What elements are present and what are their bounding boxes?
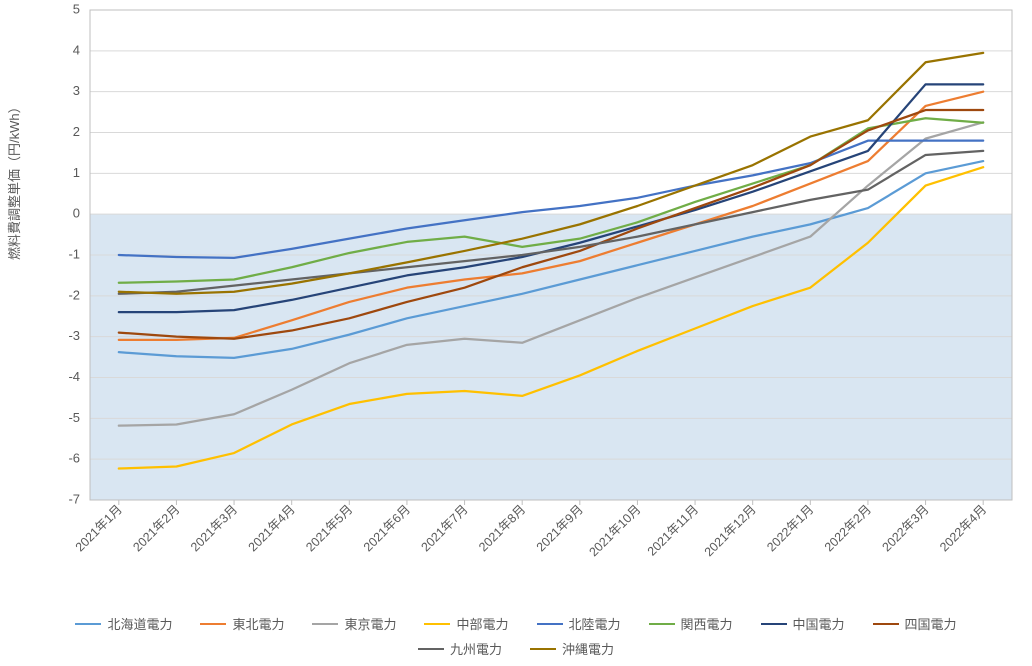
legend-swatch [873,623,899,625]
y-axis-title: 燃料費調整単価（円/kWh） [4,100,23,260]
fuel-adjustment-chart: 燃料費調整単価（円/kWh） -7 -6 -5 -4 -3 -2 -1 0 1 2 3 4 5 2021年… [0,0,1032,666]
svg-text:2021年10月: 2021年10月 [586,502,643,559]
svg-text:2022年3月: 2022年3月 [880,502,932,554]
legend-label: 中部電力 [456,614,508,633]
legend-swatch [424,623,450,625]
legend-swatch [537,623,563,625]
legend-swatch [200,623,226,625]
legend-item: 九州電力 [418,639,502,658]
svg-text:2021年8月: 2021年8月 [476,502,528,554]
legend-swatch [649,623,675,625]
svg-text:2021年11月: 2021年11月 [645,502,701,558]
legend-label: 東京電力 [344,614,396,633]
svg-text:-6: -6 [68,451,80,466]
legend-label: 関西電力 [681,614,733,633]
svg-text:2021年3月: 2021年3月 [188,502,240,554]
svg-text:0: 0 [73,206,80,221]
svg-text:2021年2月: 2021年2月 [130,502,182,554]
legend-label: 九州電力 [450,639,502,658]
svg-text:2021年5月: 2021年5月 [303,502,355,554]
svg-text:2021年1月: 2021年1月 [73,502,125,554]
svg-text:4: 4 [73,42,80,57]
legend-item: 中国電力 [761,614,845,633]
legend-item: 北陸電力 [537,614,621,633]
legend-item: 東京電力 [312,614,396,633]
svg-text:2022年2月: 2022年2月 [822,502,874,554]
chart-legend: 北海道電力 東北電力 東京電力 中部電力 北陸電力 関西電力 中国電力 四国電力九州電力 沖縄電… [0,614,1032,658]
svg-text:-1: -1 [68,246,80,261]
svg-text:2: 2 [73,124,80,139]
legend-item: 中部電力 [424,614,508,633]
legend-swatch [75,623,101,625]
legend-label: 四国電力 [905,614,957,633]
legend-swatch [761,623,787,625]
svg-text:2021年12月: 2021年12月 [702,502,759,559]
legend-swatch [418,648,444,650]
legend-item: 関西電力 [649,614,733,633]
legend-swatch [312,623,338,625]
svg-text:1: 1 [73,165,80,180]
legend-label: 東北電力 [232,614,284,633]
legend-label: 中国電力 [793,614,845,633]
svg-text:2022年1月: 2022年1月 [764,502,816,554]
legend-item: 北海道電力 [75,614,172,633]
legend-item: 沖縄電力 [530,639,614,658]
svg-text:-7: -7 [68,491,80,506]
svg-text:2021年6月: 2021年6月 [361,502,413,554]
legend-item: 四国電力 [873,614,957,633]
svg-text:2021年4月: 2021年4月 [246,502,298,554]
svg-text:-2: -2 [68,287,80,302]
svg-text:2021年9月: 2021年9月 [534,502,586,554]
svg-text:5: 5 [73,1,80,16]
svg-text:3: 3 [73,83,80,98]
legend-item: 東北電力 [200,614,284,633]
svg-text:2022年4月: 2022年4月 [937,502,989,554]
legend-label: 北海道電力 [107,614,172,633]
svg-text:-4: -4 [68,369,80,384]
svg-text:-5: -5 [68,410,80,425]
chart-plot: -7 -6 -5 -4 -3 -2 -1 0 1 2 3 4 5 2021年1月2021年2月2021年3… [0,0,1032,590]
legend-label: 北陸電力 [569,614,621,633]
svg-text:2021年7月: 2021年7月 [419,502,471,554]
svg-text:-3: -3 [68,328,80,343]
legend-swatch [530,648,556,650]
legend-label: 沖縄電力 [562,639,614,658]
